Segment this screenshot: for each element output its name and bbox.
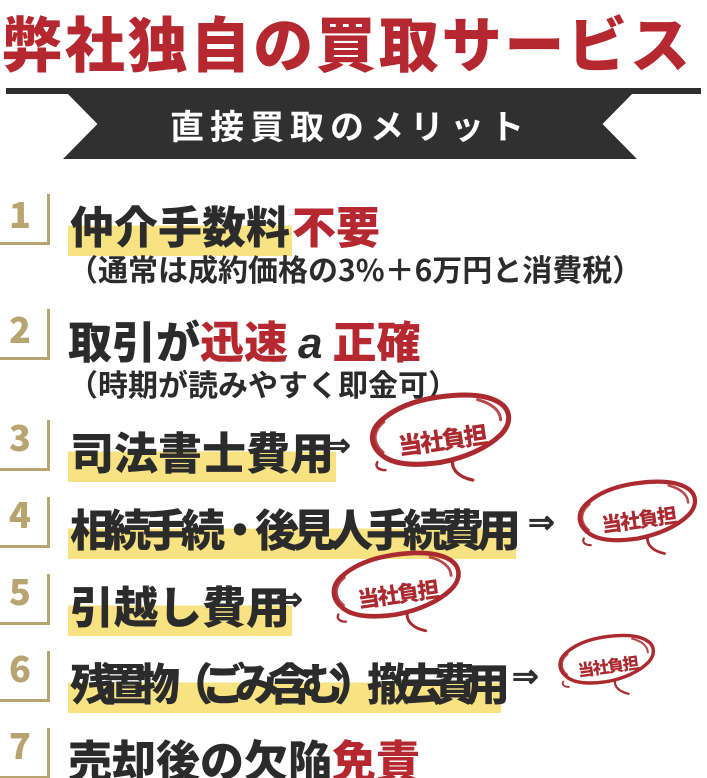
svg-text:当社負担: 当社負担 (576, 649, 640, 681)
svg-text:当社負担: 当社負担 (396, 415, 490, 462)
svg-text:当社負担: 当社負担 (355, 573, 441, 615)
svg-text:当社負担: 当社負担 (599, 498, 678, 538)
